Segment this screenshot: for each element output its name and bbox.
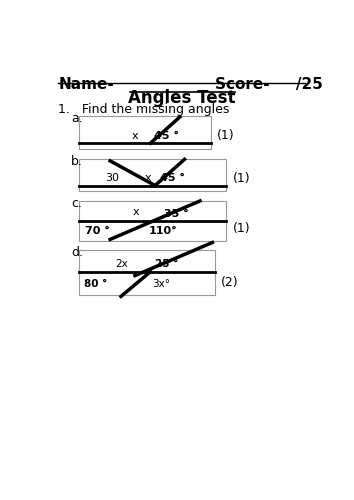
Text: 80 °: 80 ° [84, 278, 107, 288]
Text: 35 °: 35 ° [164, 208, 189, 218]
Text: 45 °: 45 ° [160, 173, 185, 183]
Text: (2): (2) [221, 276, 239, 288]
Text: c.: c. [72, 197, 82, 210]
Text: 25 °: 25 ° [155, 258, 178, 268]
Text: 3x°: 3x° [152, 278, 170, 288]
FancyBboxPatch shape [79, 116, 211, 148]
Text: x: x [133, 207, 139, 217]
Text: 110°: 110° [149, 226, 178, 236]
Text: d.: d. [72, 246, 84, 260]
Text: (1): (1) [233, 172, 250, 184]
FancyBboxPatch shape [79, 250, 215, 295]
Text: (1): (1) [217, 130, 235, 142]
Text: Score-     /25: Score- /25 [215, 77, 322, 92]
Text: Angles Test: Angles Test [128, 90, 235, 108]
Text: 1.   Find the missing angles: 1. Find the missing angles [58, 103, 230, 116]
Text: b.: b. [72, 154, 83, 168]
Text: x: x [144, 173, 151, 183]
Text: x: x [132, 131, 138, 141]
FancyBboxPatch shape [79, 201, 226, 241]
Text: 45 °: 45 ° [154, 131, 179, 141]
Text: 2x: 2x [115, 258, 127, 268]
Text: Name-: Name- [58, 77, 114, 92]
Text: 70 °: 70 ° [85, 226, 110, 236]
Text: a.: a. [72, 112, 83, 126]
Text: (1): (1) [233, 222, 250, 235]
Text: 30: 30 [105, 173, 119, 183]
FancyBboxPatch shape [79, 158, 226, 191]
